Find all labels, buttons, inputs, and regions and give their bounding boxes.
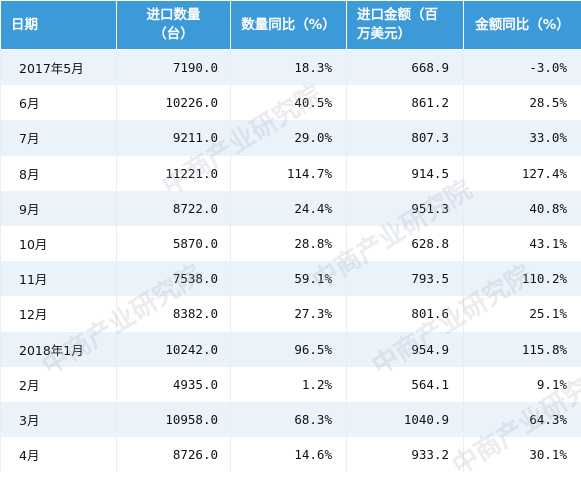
cell-import-quantity: 8722.0 — [117, 191, 231, 226]
cell-import-amount: 668.9 — [347, 50, 464, 86]
cell-date: 7月 — [1, 120, 117, 155]
header-line: （台） — [153, 26, 194, 42]
cell-import-amount: 914.5 — [347, 156, 464, 191]
cell-import-quantity: 4935.0 — [117, 367, 231, 402]
cell-import-quantity: 8726.0 — [117, 437, 231, 472]
cell-date: 2017年5月 — [1, 50, 117, 86]
cell-quantity-yoy: 96.5% — [231, 332, 347, 367]
cell-quantity-yoy: 14.6% — [231, 437, 347, 472]
header-amount-yoy: 金额同比（%） — [464, 1, 581, 50]
cell-quantity-yoy: 24.4% — [231, 191, 347, 226]
import-data-table: 日期 进口数量 （台） 数量同比（%） 进口金额（百 万美元） 金额同比（%） … — [0, 0, 581, 472]
cell-date: 9月 — [1, 191, 117, 226]
cell-quantity-yoy: 68.3% — [231, 402, 347, 437]
cell-import-quantity: 7190.0 — [117, 50, 231, 86]
cell-import-amount: 801.6 — [347, 296, 464, 331]
cell-date: 11月 — [1, 261, 117, 296]
cell-amount-yoy: 28.5% — [464, 85, 581, 120]
header-quantity-yoy: 数量同比（%） — [231, 1, 347, 50]
cell-amount-yoy: 25.1% — [464, 296, 581, 331]
cell-date: 10月 — [1, 226, 117, 261]
cell-quantity-yoy: 18.3% — [231, 50, 347, 86]
cell-quantity-yoy: 28.8% — [231, 226, 347, 261]
cell-amount-yoy: 110.2% — [464, 261, 581, 296]
cell-date: 2月 — [1, 367, 117, 402]
cell-amount-yoy: 30.1% — [464, 437, 581, 472]
cell-date: 4月 — [1, 437, 117, 472]
cell-quantity-yoy: 59.1% — [231, 261, 347, 296]
cell-import-quantity: 10242.0 — [117, 332, 231, 367]
header-line: 数量同比（%） — [241, 17, 336, 33]
cell-date: 12月 — [1, 296, 117, 331]
cell-import-quantity: 10226.0 — [117, 85, 231, 120]
cell-import-quantity: 5870.0 — [117, 226, 231, 261]
cell-quantity-yoy: 27.3% — [231, 296, 347, 331]
cell-amount-yoy: 127.4% — [464, 156, 581, 191]
cell-import-amount: 861.2 — [347, 85, 464, 120]
header-line: 进口数量 — [147, 7, 201, 23]
cell-import-amount: 628.8 — [347, 226, 464, 261]
cell-date: 6月 — [1, 85, 117, 120]
cell-amount-yoy: 33.0% — [464, 120, 581, 155]
cell-amount-yoy: 115.8% — [464, 332, 581, 367]
cell-quantity-yoy: 29.0% — [231, 120, 347, 155]
cell-import-amount: 793.5 — [347, 261, 464, 296]
cell-quantity-yoy: 40.5% — [231, 85, 347, 120]
cell-import-amount: 564.1 — [347, 367, 464, 402]
header-import-quantity: 进口数量 （台） — [117, 1, 231, 50]
cell-amount-yoy: 9.1% — [464, 367, 581, 402]
header-import-amount: 进口金额（百 万美元） — [347, 1, 464, 50]
cell-import-amount: 807.3 — [347, 120, 464, 155]
cell-date: 2018年1月 — [1, 332, 117, 367]
table-header-row: 日期 进口数量 （台） 数量同比（%） 进口金额（百 万美元） 金额同比（%） — [1, 1, 581, 50]
cell-quantity-yoy: 1.2% — [231, 367, 347, 402]
cell-date: 3月 — [1, 402, 117, 437]
cell-import-quantity: 10958.0 — [117, 402, 231, 437]
cell-amount-yoy: -3.0% — [464, 50, 581, 86]
cell-amount-yoy: 40.8% — [464, 191, 581, 226]
header-line: 进口金额（百 — [357, 7, 438, 23]
header-date-text: 日期 — [11, 17, 38, 33]
cell-import-amount: 951.3 — [347, 191, 464, 226]
cell-import-amount: 1040.9 — [347, 402, 464, 437]
cell-amount-yoy: 64.3% — [464, 402, 581, 437]
cell-amount-yoy: 43.1% — [464, 226, 581, 261]
header-date: 日期 — [1, 1, 117, 50]
cell-import-quantity: 7538.0 — [117, 261, 231, 296]
header-line: 万美元） — [357, 26, 411, 42]
header-line: 金额同比（%） — [475, 17, 570, 33]
cell-date: 8月 — [1, 156, 117, 191]
cell-quantity-yoy: 114.7% — [231, 156, 347, 191]
cell-import-quantity: 11221.0 — [117, 156, 231, 191]
cell-import-quantity: 8382.0 — [117, 296, 231, 331]
cell-import-amount: 954.9 — [347, 332, 464, 367]
cell-import-quantity: 9211.0 — [117, 120, 231, 155]
cell-import-amount: 933.2 — [347, 437, 464, 472]
